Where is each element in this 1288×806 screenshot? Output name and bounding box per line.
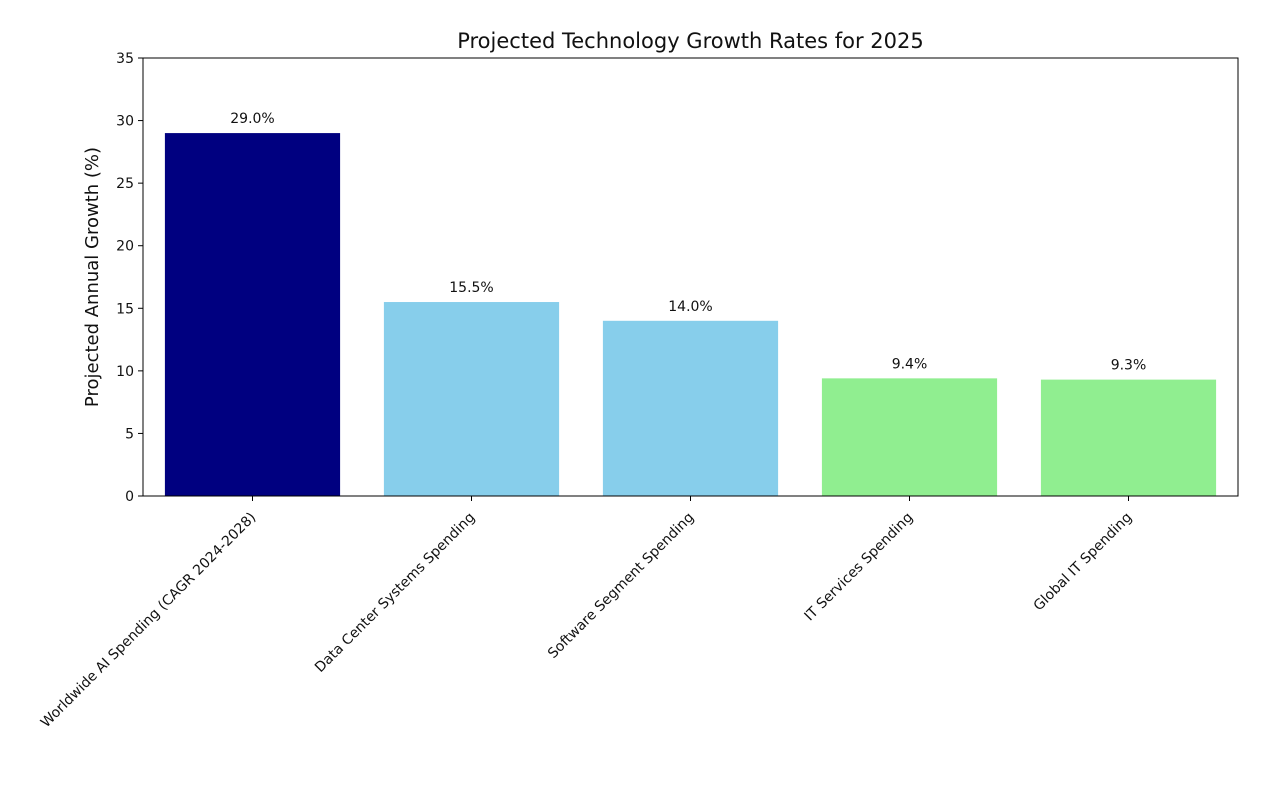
bar-worldwide-ai-spending-cagr-2024-2028 (164, 133, 341, 497)
x-axis-ticks: Worldwide AI Spending (CAGR 2024-2028) Da… (38, 496, 1135, 731)
y-tick-label: 35 (116, 51, 134, 67)
y-axis-label: Projected Annual Growth (%) (82, 147, 103, 407)
bar-data-center-systems-spending (383, 302, 560, 496)
bar-value-label: 9.3% (1111, 358, 1147, 374)
x-tick-label: Global IT Spending (1031, 510, 1136, 615)
bar-value-label: 9.4% (892, 356, 928, 372)
x-tick-label: Software Segment Spending (545, 510, 697, 662)
chart-title: Projected Technology Growth Rates for 20… (457, 29, 924, 53)
bars: 29.0% 15.5% 14.0% 9.4% 9.3% (164, 111, 1217, 497)
bar-software-segment-spending (602, 320, 779, 496)
y-tick-label: 0 (125, 489, 134, 505)
y-tick-label: 10 (116, 364, 134, 380)
y-tick-label: 15 (116, 301, 134, 317)
y-axis-ticks: 0 5 10 15 20 25 30 35 (116, 51, 143, 505)
bar-it-services-spending (821, 378, 998, 496)
y-tick-label: 20 (116, 239, 134, 255)
x-tick-label: Data Center Systems Spending (312, 510, 478, 676)
x-tick-label: Worldwide AI Spending (CAGR 2024-2028) (38, 510, 259, 731)
bar-value-label: 14.0% (668, 299, 712, 315)
y-tick-label: 5 (125, 426, 134, 442)
x-tick-label: IT Services Spending (801, 510, 916, 625)
bar-global-it-spending (1040, 379, 1217, 496)
bar-value-label: 15.5% (449, 280, 493, 296)
y-tick-label: 25 (116, 176, 134, 192)
y-tick-label: 30 (116, 114, 134, 130)
bar-value-label: 29.0% (230, 111, 274, 127)
plot-frame (142, 57, 1239, 497)
